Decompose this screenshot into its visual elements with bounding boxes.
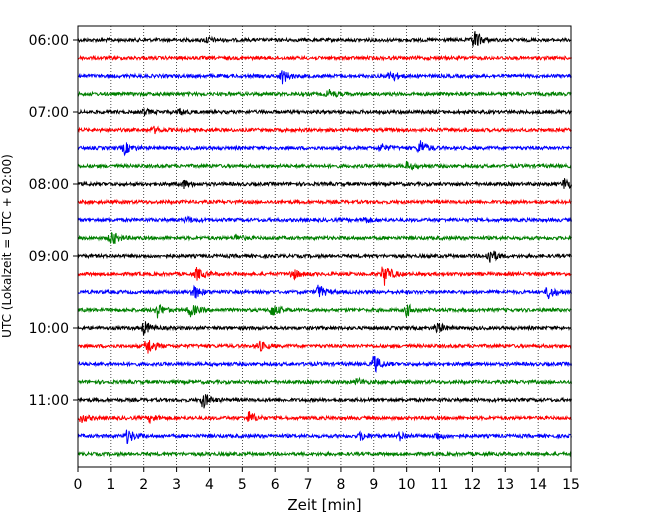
trace-07:30 [77,140,572,157]
y-tick-label: 08:00 [29,177,69,193]
x-tick-label: 2 [139,477,148,493]
trace-10:30 [77,355,572,374]
trace-06:45 [77,89,572,99]
x-tick-label: 8 [336,477,345,493]
x-tick-label: 1 [106,477,115,493]
trace-08:30 [77,215,572,225]
trace-10:45 [77,376,572,386]
x-tick-label: 9 [369,477,378,493]
plot-frame [77,25,572,468]
trace-11:30 [77,429,572,444]
trace-07:00 [77,107,572,117]
trace-11:15 [77,411,572,424]
axis-ticks: 0 1 2 3 4 5 6 7 8 9 10 11 12 13 14 1506:0007:0008:0009:… [29,33,580,493]
y-tick-label: 07:00 [29,105,69,121]
trace-lines [77,31,572,458]
x-tick-label: 10 [398,477,416,493]
x-tick-label: 7 [304,477,313,493]
trace-09:15 [77,266,572,286]
y-tick-label: 10:00 [29,321,69,337]
x-tick-label: 6 [271,477,280,493]
x-tick-label: 15 [562,477,580,493]
trace-09:45 [77,303,572,319]
y-tick-label: 06:00 [29,33,69,49]
x-tick-label: 11 [431,477,449,493]
x-tick-label: 13 [496,477,514,493]
trace-09:30 [77,284,572,300]
trace-08:45 [77,231,572,245]
trace-07:15 [77,125,572,135]
trace-11:45 [77,450,572,458]
trace-10:00 [77,321,572,336]
trace-11:00 [77,394,572,409]
trace-06:15 [77,54,572,62]
trace-10:15 [77,340,572,354]
trace-09:00 [77,250,572,263]
x-tick-label: 5 [238,477,247,493]
x-tick-label: 4 [205,477,214,493]
x-tick-label: 3 [172,477,181,493]
trace-06:00 [77,31,572,47]
x-tick-label: 0 [74,477,83,493]
y-tick-label: 09:00 [29,249,69,265]
y-tick-label: 11:00 [29,393,69,409]
x-tick-label: 14 [529,477,547,493]
x-tick-label: 12 [463,477,481,493]
trace-07:45 [77,160,572,171]
x-axis-title: Zeit [min] [287,496,361,514]
trace-06:30 [77,70,572,85]
y-axis-title: UTC (Lokalzeit = UTC + 02:00) [0,154,14,338]
trace-08:15 [77,198,572,206]
trace-08:00 [77,178,572,190]
